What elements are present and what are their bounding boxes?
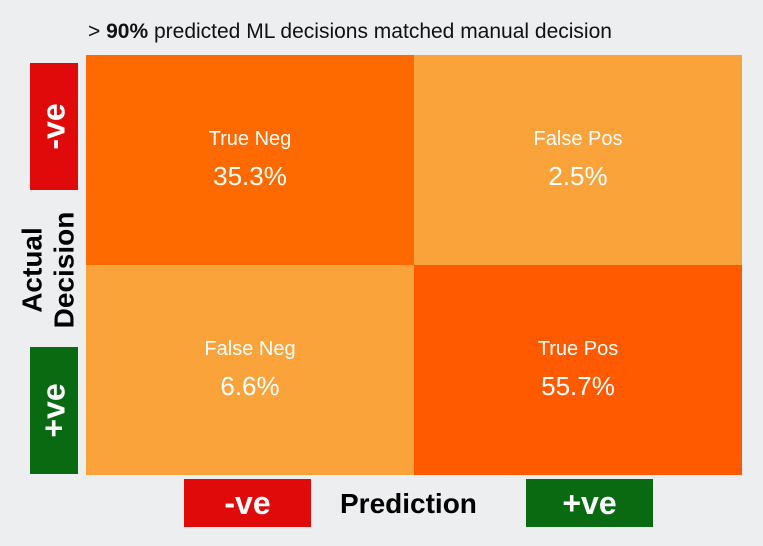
x-axis-title: Prediction <box>340 488 477 519</box>
cell-value: 6.6% <box>220 371 280 401</box>
y-axis-title: Actual Decision <box>16 211 80 329</box>
cell-value: 35.3% <box>213 161 287 191</box>
row-label-positive: +ve <box>30 347 78 474</box>
cell-false-pos: False Pos 2.5% <box>414 55 742 265</box>
cell-false-neg: False Neg 6.6% <box>86 265 414 475</box>
cell-label: True Pos <box>537 338 619 360</box>
cell-label: False Neg <box>204 338 296 360</box>
cell-true-neg: True Neg 35.3% <box>86 55 414 265</box>
confusion-matrix: True Neg 35.3% False Pos 2.5% False Neg … <box>86 55 742 475</box>
cell-true-pos: True Pos 55.7% <box>414 265 742 475</box>
chart-title: > 90% predicted ML decisions matched man… <box>88 20 612 43</box>
cell-value: 55.7% <box>541 371 615 401</box>
col-label-negative: -ve <box>184 479 311 527</box>
col-label-positive: +ve <box>526 479 653 527</box>
row-label-negative: -ve <box>30 63 78 190</box>
cell-label: True Neg <box>208 128 292 150</box>
cell-value: 2.5% <box>548 161 608 191</box>
cell-label: False Pos <box>533 128 623 150</box>
